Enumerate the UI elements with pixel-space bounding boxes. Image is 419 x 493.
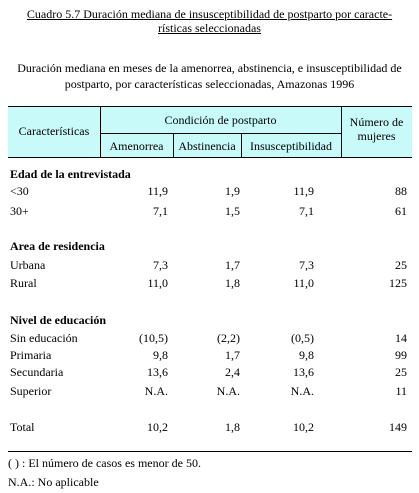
- header-divider: [100, 107, 101, 157]
- header-numero-mujeres: Número de mujeres: [341, 115, 412, 143]
- cell-abstinencia: 1,7: [225, 258, 240, 272]
- cell-amenorrea: 11,9: [147, 184, 168, 198]
- header-caracteristicas: Características: [18, 124, 90, 138]
- header-condicion-postparto: Condición de postparto: [164, 113, 277, 127]
- row-label: Primaria: [10, 348, 52, 362]
- row-label: Rural: [10, 276, 37, 290]
- table-row: Sin educación (10,5) (2,2) (0,5) 14: [0, 330, 419, 347]
- caption-line-1: Cuadro 5.7 Duración mediana de insuscept…: [26, 7, 393, 21]
- cell-mujeres: 11: [395, 384, 407, 398]
- header-amenorrea: Amenorrea: [109, 139, 164, 153]
- table-row: Rural 11,0 1,8 11,0 125: [0, 275, 419, 292]
- cell-abstinencia: (2,2): [217, 331, 240, 345]
- cell-insusceptibilidad: N.A.: [290, 384, 314, 398]
- table-row: Secundaria 13,6 2,4 13,6 25: [0, 364, 419, 381]
- cell-abstinencia: 1,8: [225, 276, 240, 290]
- cell-insusceptibilidad: 7,1: [299, 204, 314, 218]
- cell-mujeres: 25: [395, 258, 407, 272]
- row-label: Superior: [10, 384, 52, 398]
- header-numero-line-2: mujeres: [357, 129, 396, 143]
- cell-insusceptibilidad: 11,9: [293, 184, 314, 198]
- cell-abstinencia: 1,5: [225, 204, 240, 218]
- row-label: Sin educación: [10, 331, 78, 345]
- cell-amenorrea: (10,5): [139, 331, 168, 345]
- cell-amenorrea: 7,1: [153, 204, 168, 218]
- footnote-small-cases: ( ) : El número de casos es menor de 50.: [8, 456, 201, 470]
- section-heading-row: Edad de la entrevistada: [0, 166, 419, 183]
- cell-abstinencia: 1,7: [225, 348, 240, 362]
- cell-amenorrea: 7,3: [153, 258, 168, 272]
- table-row: <30 11,9 1,9 11,9 88: [0, 183, 419, 200]
- cell-insusceptibilidad: (0,5): [291, 331, 314, 345]
- table-row: Urbana 7,3 1,7 7,3 25: [0, 257, 419, 274]
- cell-mujeres: 88: [395, 184, 407, 198]
- cell-amenorrea: 10,2: [147, 420, 168, 434]
- table-bottom-rule: [8, 451, 412, 452]
- header-divider: [341, 107, 342, 157]
- table-row: Primaria 9,8 1,7 9,8 99: [0, 347, 419, 364]
- header-divider: [173, 133, 174, 157]
- cell-amenorrea: 13,6: [147, 365, 168, 379]
- section-title: Nivel de educación: [10, 313, 106, 327]
- row-label: Secundaria: [10, 365, 64, 379]
- section-title: Edad de la entrevistada: [10, 167, 131, 181]
- cell-amenorrea: N.A.: [144, 384, 168, 398]
- cell-abstinencia: 2,4: [225, 365, 240, 379]
- header-divider: [241, 133, 242, 157]
- table-row: Superior N.A. N.A. N.A. 11: [0, 383, 419, 400]
- row-label: Urbana: [10, 258, 46, 272]
- row-label: Total: [10, 420, 35, 434]
- section-heading-row: Nivel de educación: [0, 312, 419, 329]
- header-abstinencia: Abstinencia: [178, 139, 236, 153]
- cell-mujeres: 125: [389, 276, 407, 290]
- cell-mujeres: 99: [395, 348, 407, 362]
- cell-mujeres: 14: [395, 331, 407, 345]
- cell-insusceptibilidad: 10,2: [293, 420, 314, 434]
- table-subtitle: Duración mediana en meses de la amenorre…: [0, 60, 419, 92]
- header-numero-line-1: Número de: [349, 115, 404, 129]
- table-caption: Cuadro 5.7 Duración mediana de insuscept…: [0, 7, 419, 35]
- subtitle-line-2: postparto, por características seleccion…: [64, 77, 355, 91]
- cell-amenorrea: 11,0: [147, 276, 168, 290]
- cell-mujeres: 25: [395, 365, 407, 379]
- cell-amenorrea: 9,8: [153, 348, 168, 362]
- table-header: Características Condición de postparto A…: [8, 106, 412, 158]
- cell-insusceptibilidad: 9,8: [299, 348, 314, 362]
- subtitle-line-1: Duración mediana en meses de la amenorre…: [17, 61, 402, 75]
- section-heading-row: Area de residencia: [0, 238, 419, 255]
- footnote-not-applicable: N.A.: No aplicable: [8, 475, 99, 489]
- total-row: Total 10,2 1,8 10,2 149: [0, 419, 419, 436]
- cell-insusceptibilidad: 13,6: [293, 365, 314, 379]
- cell-mujeres: 149: [389, 420, 407, 434]
- table-row: 30+ 7,1 1,5 7,1 61: [0, 203, 419, 220]
- header-divider: [100, 133, 341, 134]
- row-label: <30: [10, 184, 29, 198]
- header-insusceptibilidad: Insusceptibilidad: [250, 139, 332, 153]
- cell-insusceptibilidad: 11,0: [293, 276, 314, 290]
- section-title: Area de residencia: [10, 239, 105, 253]
- cell-abstinencia: 1,8: [225, 420, 240, 434]
- cell-abstinencia: 1,9: [225, 184, 240, 198]
- caption-line-2: rísticas seleccionadas: [158, 21, 261, 35]
- cell-abstinencia: N.A.: [216, 384, 240, 398]
- row-label: 30+: [10, 204, 29, 218]
- cell-insusceptibilidad: 7,3: [299, 258, 314, 272]
- cell-mujeres: 61: [395, 204, 407, 218]
